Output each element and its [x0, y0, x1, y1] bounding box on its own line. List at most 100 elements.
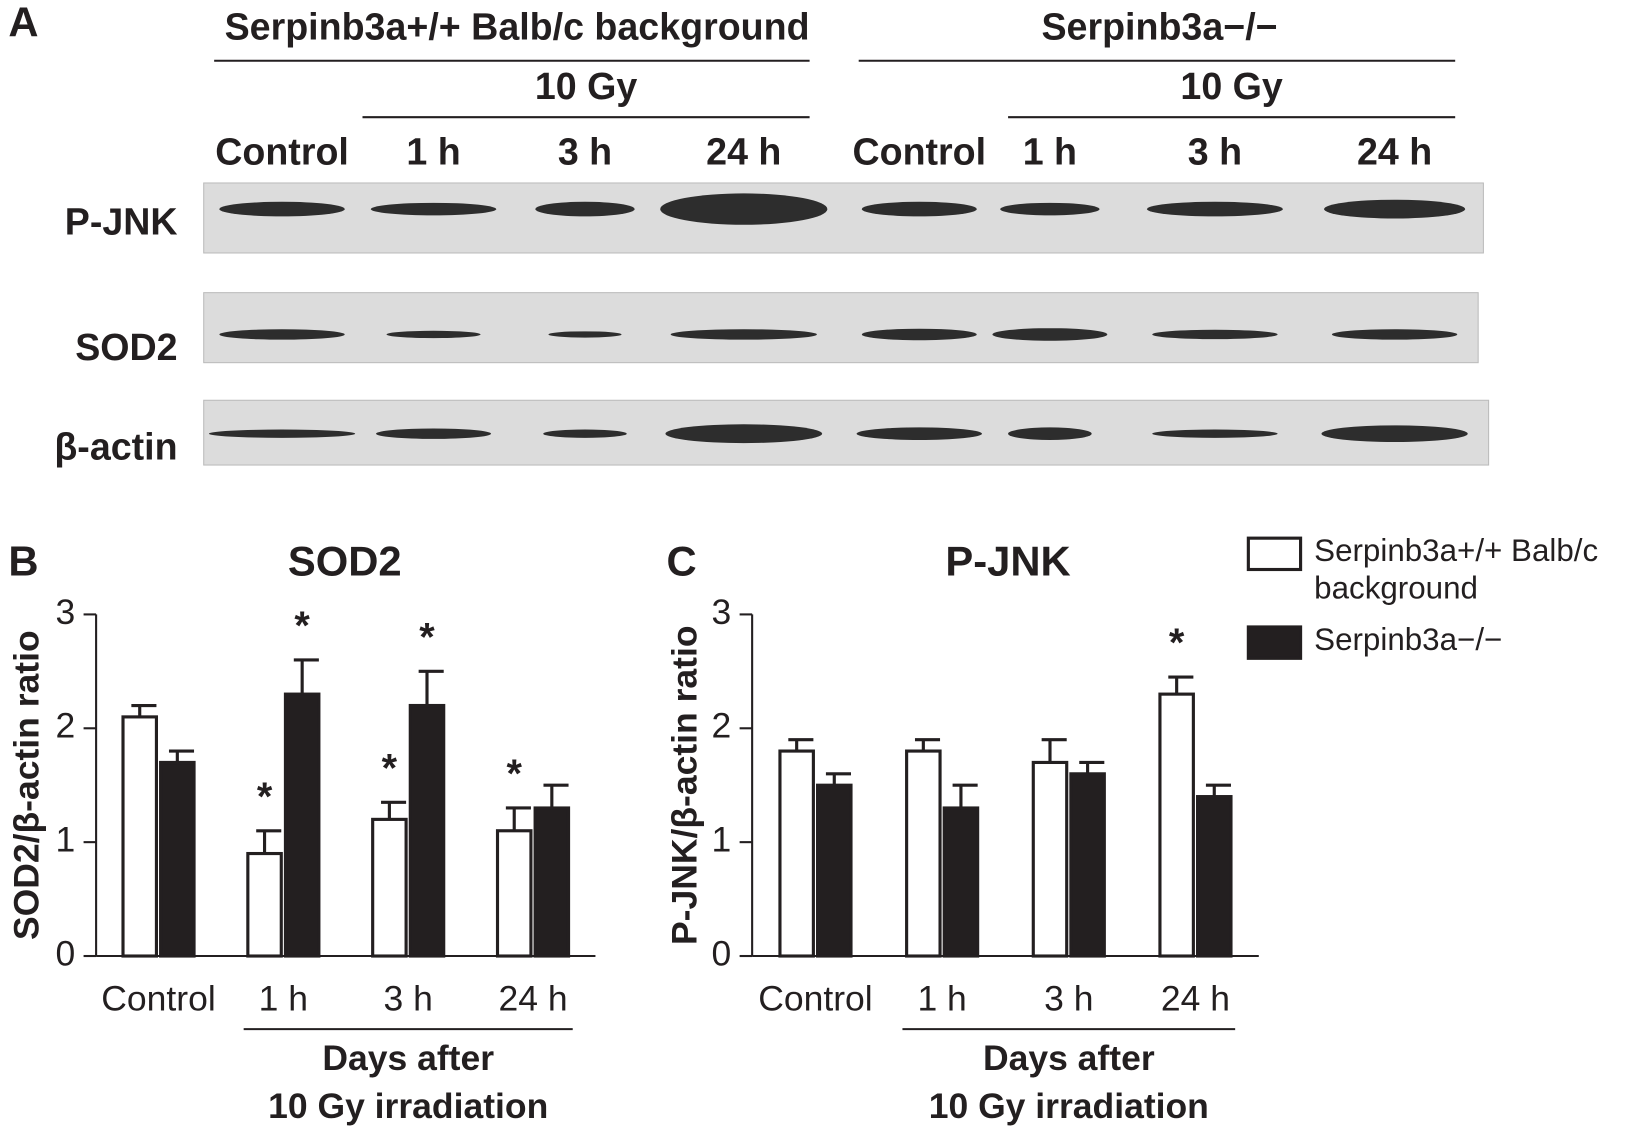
x-axis-title: Days after [322, 1038, 494, 1078]
blot-band [1147, 201, 1283, 217]
legend-label: Serpinb3a−/− [1314, 622, 1503, 658]
x-tick-label: 3 h [1044, 978, 1093, 1018]
row-label: SOD2 [75, 326, 177, 368]
error-bar [1079, 760, 1105, 774]
bar [1031, 760, 1069, 958]
y-tick-label: 2 [55, 706, 75, 746]
error-bar [505, 806, 531, 831]
lane-label: Control [852, 131, 986, 173]
lane-label: 24 h [1357, 131, 1432, 173]
bar [942, 806, 980, 958]
error-bar [1168, 675, 1194, 695]
y-tick-label: 3 [712, 592, 732, 632]
blot-band [219, 329, 345, 340]
chart-title: P-JNK [945, 537, 1070, 584]
x-tick-label: Control [758, 978, 872, 1018]
error-bar [788, 738, 814, 752]
x-tick-label: 24 h [498, 978, 567, 1018]
row-label: β-actin [54, 425, 177, 467]
x-tick-label: 3 h [384, 978, 433, 1018]
bar [408, 703, 446, 958]
error-bar [1205, 783, 1231, 797]
bar [495, 829, 533, 958]
blot-band [535, 201, 635, 217]
group-title: Serpinb3a+/+ Balb/c background [225, 5, 810, 47]
y-tick-label: 1 [712, 820, 732, 860]
significance: * [506, 752, 522, 796]
blot-band [861, 201, 977, 217]
significance: * [419, 615, 435, 659]
blot-band [208, 429, 356, 438]
error-bar [825, 772, 851, 786]
blot-band [376, 428, 491, 439]
dose-label: 10 Gy [1180, 65, 1283, 107]
significance: * [382, 746, 398, 790]
legend-swatch [1246, 625, 1303, 660]
legend-entry: Serpinb3a−/− [1314, 622, 1503, 658]
blot-band [219, 201, 345, 217]
bar [121, 715, 159, 958]
blot-band [670, 329, 817, 340]
bar [371, 817, 408, 958]
x-axis-title: Days after [983, 1038, 1155, 1078]
legend-swatch [1246, 536, 1303, 572]
legend-entry: Serpinb3a+/+ Balb/c background [1314, 533, 1599, 607]
blot-band [1321, 425, 1468, 443]
blot-strip [203, 182, 1484, 254]
error-bar [256, 829, 282, 854]
significance: * [257, 775, 273, 819]
error-bar [131, 703, 157, 717]
blot-band [543, 429, 627, 438]
bar [815, 783, 853, 958]
x-axis-title: 10 Gy irradiation [268, 1086, 548, 1126]
y-tick-label: 2 [712, 706, 732, 746]
significance: * [294, 604, 310, 648]
blot-band [1152, 329, 1278, 340]
x-tick-label: 24 h [1161, 978, 1230, 1018]
legend-label: Serpinb3a+/+ Balb/c background [1314, 533, 1599, 607]
lane-label: 1 h [1023, 131, 1077, 173]
y-axis-title: SOD2/β-actin ratio [7, 630, 47, 940]
panel-label: B [8, 537, 38, 584]
y-tick-label: 0 [55, 933, 75, 973]
panel-label: C [666, 537, 696, 584]
blot-band [370, 202, 497, 216]
significance: * [1169, 621, 1185, 665]
bar [778, 749, 815, 958]
error-bar [293, 658, 319, 695]
blot-band [386, 330, 481, 339]
bar [159, 760, 196, 958]
lane-label: Control [215, 131, 349, 173]
error-bar [543, 783, 569, 808]
blot-band [992, 328, 1108, 341]
blot-band [548, 331, 622, 338]
error-bar [914, 738, 941, 752]
panel-label: A [8, 0, 38, 45]
bar [905, 749, 942, 958]
blot-band [1008, 427, 1092, 440]
blot-band [856, 427, 982, 440]
row-label: P-JNK [65, 201, 178, 243]
group-title: Serpinb3a−/− [1041, 5, 1277, 47]
bar [246, 851, 283, 958]
blot-band [1331, 329, 1458, 340]
dose-label: 10 Gy [535, 65, 638, 107]
y-axis-title: P-JNK/β-actin ratio [665, 625, 705, 945]
x-tick-label: 1 h [917, 978, 966, 1018]
blot-band [1152, 429, 1278, 438]
bar [1069, 772, 1106, 958]
bar [533, 806, 571, 958]
x-tick-label: 1 h [259, 978, 308, 1018]
lane-label: 3 h [1188, 131, 1242, 173]
bar [1158, 692, 1195, 958]
error-bar [1041, 738, 1067, 763]
error-bar [168, 749, 195, 763]
x-tick-label: Control [101, 978, 215, 1018]
chart-title: SOD2 [288, 537, 402, 584]
y-tick-label: 3 [55, 592, 75, 632]
blot-band [1324, 199, 1466, 219]
y-tick-label: 1 [55, 820, 75, 860]
lane-label: 24 h [706, 131, 781, 173]
blot-strip [203, 292, 1479, 364]
